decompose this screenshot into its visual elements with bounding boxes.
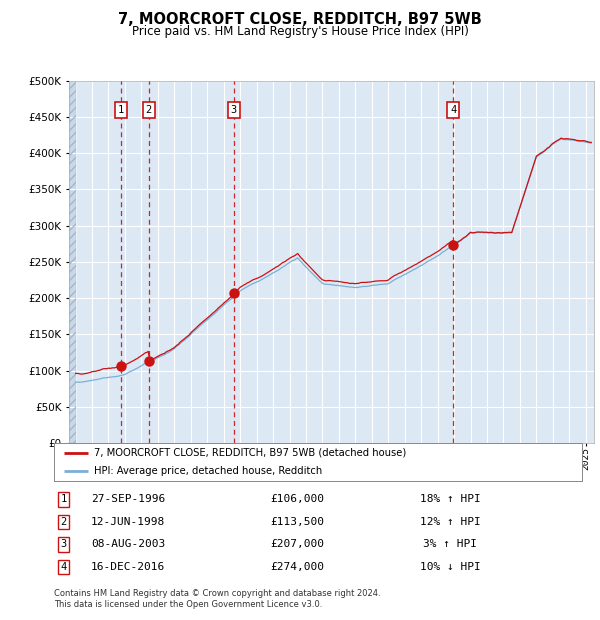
Text: £207,000: £207,000	[270, 539, 324, 549]
Text: 2: 2	[61, 517, 67, 527]
Text: 12-JUN-1998: 12-JUN-1998	[91, 517, 165, 527]
Text: 3: 3	[230, 105, 237, 115]
Text: 08-AUG-2003: 08-AUG-2003	[91, 539, 165, 549]
Text: £106,000: £106,000	[270, 494, 324, 504]
Text: Contains HM Land Registry data © Crown copyright and database right 2024.: Contains HM Land Registry data © Crown c…	[54, 589, 380, 598]
Text: 10% ↓ HPI: 10% ↓ HPI	[419, 562, 481, 572]
Text: 1: 1	[118, 105, 124, 115]
Text: Price paid vs. HM Land Registry's House Price Index (HPI): Price paid vs. HM Land Registry's House …	[131, 25, 469, 38]
Text: 16-DEC-2016: 16-DEC-2016	[91, 562, 165, 572]
Text: 2: 2	[146, 105, 152, 115]
Text: 1: 1	[61, 494, 67, 504]
Text: £113,500: £113,500	[270, 517, 324, 527]
Text: 12% ↑ HPI: 12% ↑ HPI	[419, 517, 481, 527]
Text: HPI: Average price, detached house, Redditch: HPI: Average price, detached house, Redd…	[94, 466, 322, 476]
Text: 3: 3	[61, 539, 67, 549]
Text: 4: 4	[61, 562, 67, 572]
Text: £274,000: £274,000	[270, 562, 324, 572]
FancyBboxPatch shape	[69, 81, 76, 443]
Text: 27-SEP-1996: 27-SEP-1996	[91, 494, 165, 504]
Text: 3% ↑ HPI: 3% ↑ HPI	[423, 539, 477, 549]
Text: 4: 4	[451, 105, 457, 115]
Text: This data is licensed under the Open Government Licence v3.0.: This data is licensed under the Open Gov…	[54, 600, 322, 609]
Text: 7, MOORCROFT CLOSE, REDDITCH, B97 5WB: 7, MOORCROFT CLOSE, REDDITCH, B97 5WB	[118, 12, 482, 27]
Text: 7, MOORCROFT CLOSE, REDDITCH, B97 5WB (detached house): 7, MOORCROFT CLOSE, REDDITCH, B97 5WB (d…	[94, 448, 406, 458]
Text: 18% ↑ HPI: 18% ↑ HPI	[419, 494, 481, 504]
